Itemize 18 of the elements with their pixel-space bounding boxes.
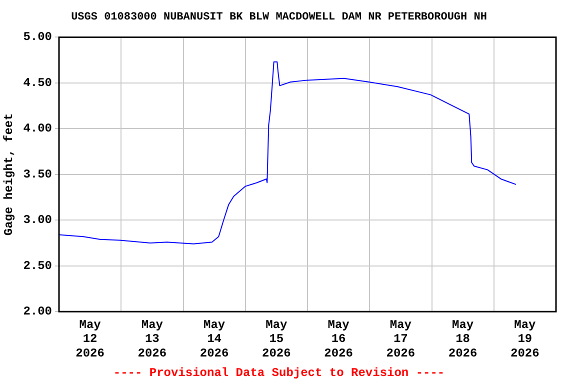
y-tick-label: 2.50 — [23, 258, 52, 273]
text: ---- Provisional Data Subject to Revision ---- — [113, 366, 445, 380]
x-tick-label: May 12 2026 — [76, 318, 104, 361]
chart-title: USGS 01083000 NUBANUSIT BK BLW MACDOWELL DAM NR PETERBOROUGH NH — [71, 11, 487, 24]
y-tick-label: 4.50 — [23, 76, 52, 90]
x-tick-label: May 13 2026 — [138, 318, 167, 361]
x-tick-label: May 19 2026 — [510, 318, 540, 361]
y-tick-label: 2.00 — [23, 304, 52, 319]
x-tick-label: May 16 2026 — [324, 318, 353, 361]
y-tick-label: 3.00 — [23, 213, 52, 228]
y-tick-label: 4.00 — [23, 122, 52, 136]
x-tick-label: May 14 2026 — [200, 318, 229, 361]
x-tick-label: May 18 2026 — [448, 318, 478, 361]
y-axis-title: Gage height, feet — [2, 113, 16, 236]
y-tick-label: 5.00 — [23, 30, 52, 44]
y-tick-label: 3.50 — [23, 167, 52, 182]
x-tick-label: May 17 2026 — [386, 318, 416, 361]
x-tick-label: May 15 2026 — [262, 318, 291, 361]
